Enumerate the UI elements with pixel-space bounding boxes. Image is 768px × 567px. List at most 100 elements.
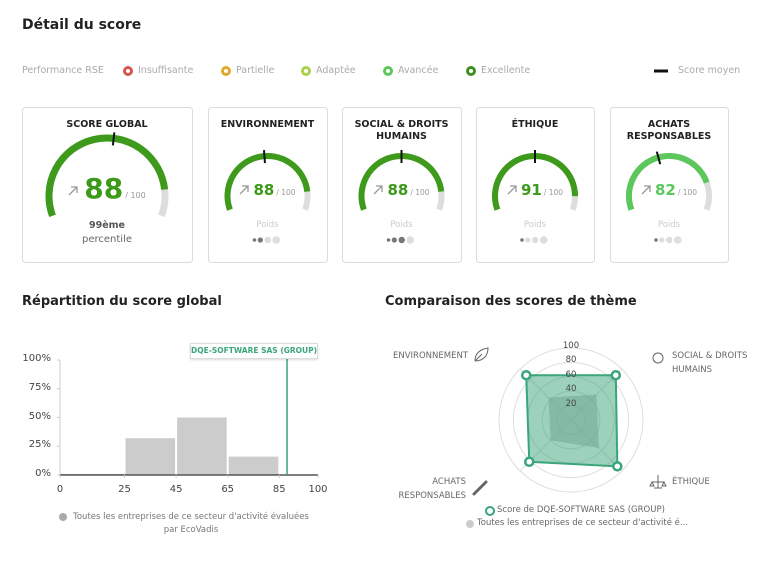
page-title: Détail du score	[22, 17, 142, 33]
weight-label: Poids	[523, 220, 547, 230]
weight-dot	[398, 236, 405, 244]
legend-dot	[221, 66, 231, 76]
x-tick-label: 0	[56, 484, 64, 495]
score-max: / 100	[276, 188, 296, 197]
legend-item: Adaptée	[316, 65, 356, 76]
y-tick-label: 75%	[28, 381, 51, 393]
rank-label: percentile	[81, 234, 132, 245]
x-tick-label: 85	[272, 484, 286, 495]
radar-category: SOCIAL & DROITS HUMAINS	[672, 351, 748, 375]
weight-dot	[666, 236, 673, 244]
score-value: 88	[84, 172, 124, 205]
bar	[125, 438, 176, 475]
card-title: SCORE GLOBAL	[66, 119, 148, 130]
bar	[228, 456, 279, 475]
card-title: SOCIAL & DROITS HUMAINS	[354, 119, 449, 142]
weight-dot	[525, 237, 531, 243]
score: 91/ 100	[476, 181, 594, 199]
icon-scale	[649, 475, 667, 489]
x-tick-label: 45	[169, 484, 183, 495]
trend-icon	[68, 186, 78, 196]
chart-title: Répartition du score global	[22, 294, 222, 309]
weight-label: Poids	[390, 220, 413, 230]
weight-dot	[386, 238, 391, 242]
radar-point	[612, 461, 623, 472]
chart-title: Comparaison des scores de thème	[385, 294, 637, 309]
radar-tick-label: 100	[562, 341, 580, 351]
score-max: / 100	[410, 188, 430, 197]
weight-dot	[252, 238, 257, 242]
legend-item: Partielle	[236, 65, 275, 76]
score-value: 82	[654, 181, 676, 199]
gauge-value	[626, 153, 710, 211]
score: 88/ 100	[342, 181, 461, 199]
x-tick-label: 25	[118, 484, 131, 495]
y-tick-label: 100%	[22, 353, 51, 364]
weight-dot	[674, 236, 682, 244]
x-tick-label: 65	[221, 484, 235, 495]
weight-dot	[540, 236, 548, 244]
weight-dot	[659, 237, 665, 243]
trend-icon	[239, 185, 250, 195]
marker-label: DQE-SOFTWARE SAS (GROUP)	[190, 343, 318, 359]
rank: 99ème	[88, 220, 125, 231]
icon-leaf	[474, 347, 489, 362]
weight-dot	[391, 237, 397, 243]
x-tick-label: 100	[308, 484, 328, 495]
card	[22, 107, 193, 263]
radar-legend: Toutes les entreprises de ce secteur d'a…	[477, 518, 688, 528]
card-title: ÉTHIQUE	[511, 119, 559, 130]
card	[208, 107, 328, 263]
score-max: / 100	[125, 191, 146, 200]
radar-category: ENVIRONNEMENT	[393, 351, 468, 361]
icon-link	[472, 480, 488, 496]
bar	[177, 417, 227, 475]
radar-tick-label: 60	[565, 369, 577, 380]
radar-tick-label: 40	[565, 384, 577, 395]
score: 82/ 100	[610, 181, 728, 199]
weight-label: Poids	[657, 220, 681, 230]
score-max: / 100	[543, 188, 564, 197]
card-title: ENVIRONNEMENT	[220, 119, 315, 130]
histogram-legend: Toutes les entreprises de ce secteur d'a…	[73, 512, 309, 535]
radar-point	[610, 369, 622, 381]
gauge-value	[358, 153, 445, 211]
radar-category: ÉTHIQUE	[672, 477, 710, 487]
weight-dot	[257, 237, 263, 243]
legend-average: Score moyen	[678, 65, 741, 76]
radar-tick-label: 80	[565, 355, 577, 366]
legend-dot	[123, 66, 133, 76]
legend-dot	[466, 520, 474, 528]
gauge-value	[492, 153, 579, 211]
gauge-value	[45, 134, 169, 218]
card-title: ACHATS RESPONSABLES	[626, 119, 712, 142]
weight-dot	[520, 238, 524, 242]
weight-dot	[272, 236, 281, 244]
weight-label: Poids	[256, 220, 279, 230]
legend-item: Avancée	[398, 65, 439, 76]
score: 88/ 100	[22, 172, 192, 205]
weight-dot	[264, 236, 271, 244]
radar-legend: Score de DQE-SOFTWARE SAS (GROUP)	[497, 505, 665, 515]
legend-label: Performance RSE	[22, 65, 104, 76]
legend-dot	[301, 66, 311, 76]
radar-tick-label: 20	[565, 398, 577, 409]
y-tick-label: 50%	[28, 410, 51, 422]
icon-people	[652, 352, 664, 364]
legend-dot	[485, 506, 495, 516]
gauge-average	[262, 150, 266, 164]
y-tick-label: 0%	[35, 468, 51, 479]
trend-icon	[641, 185, 651, 195]
weight-dot	[406, 236, 415, 244]
radar-grid	[498, 347, 644, 493]
card	[476, 107, 595, 263]
gauge-average	[655, 151, 662, 165]
card	[610, 107, 729, 263]
score-max: / 100	[677, 188, 698, 197]
score-value: 88	[387, 181, 409, 199]
radar-point	[520, 369, 532, 381]
radar-point	[524, 456, 535, 467]
score-value: 88	[253, 181, 275, 199]
